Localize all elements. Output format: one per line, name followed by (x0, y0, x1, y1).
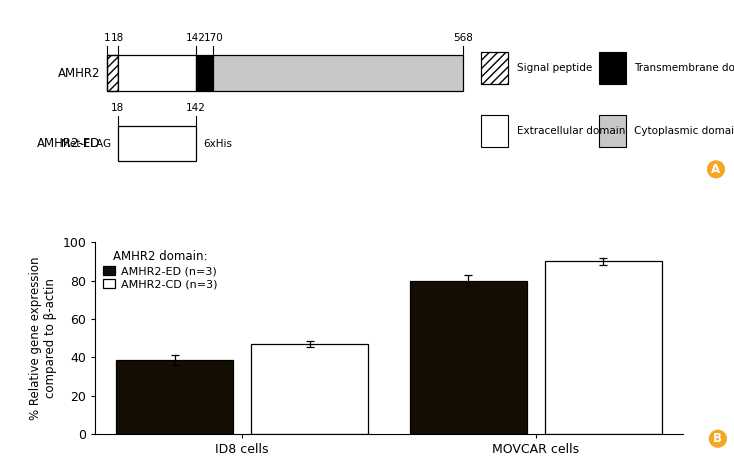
Text: 170: 170 (203, 32, 223, 43)
Bar (598, 52, 625, 84)
Bar (118, 126, 196, 161)
Bar (214, 55, 463, 91)
Bar (598, 115, 625, 147)
Text: Signal peptide: Signal peptide (517, 63, 592, 73)
Text: AMHR2-ED: AMHR2-ED (37, 137, 100, 150)
Text: 18: 18 (112, 103, 125, 113)
Text: 142: 142 (186, 103, 206, 113)
Bar (107, 55, 118, 91)
Text: 142: 142 (186, 32, 206, 43)
Text: 6xHis: 6xHis (203, 138, 232, 149)
Text: Met-FLAG: Met-FLAG (61, 138, 111, 149)
Text: B: B (713, 432, 722, 445)
Bar (118, 55, 196, 91)
Text: Transmembrane domain: Transmembrane domain (634, 63, 734, 73)
Legend: AMHR2-ED (n=3), AMHR2-CD (n=3): AMHR2-ED (n=3), AMHR2-CD (n=3) (101, 248, 219, 292)
Bar (481, 115, 508, 147)
Text: Extracellular domain: Extracellular domain (517, 126, 625, 136)
Text: 18: 18 (112, 32, 125, 43)
Bar (251, 344, 368, 434)
Bar (196, 55, 214, 91)
Bar (481, 52, 508, 84)
Y-axis label: % Relative gene expression
compared to β-actin: % Relative gene expression compared to β… (29, 256, 57, 420)
Text: AMHR2: AMHR2 (57, 67, 100, 80)
Bar (545, 261, 662, 434)
Bar (410, 281, 527, 434)
Text: 568: 568 (454, 32, 473, 43)
Text: Cytoplasmic domain: Cytoplasmic domain (634, 126, 734, 136)
Bar (116, 360, 233, 434)
Bar (481, 52, 508, 84)
Text: A: A (711, 163, 721, 176)
Text: 1: 1 (104, 32, 111, 43)
Bar (107, 55, 118, 91)
